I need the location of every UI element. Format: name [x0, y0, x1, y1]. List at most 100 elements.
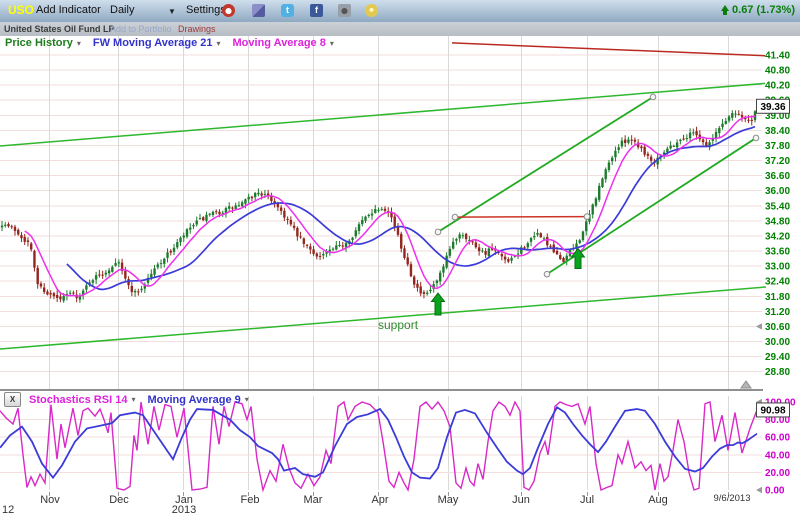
month-label: May	[438, 494, 459, 506]
timeframe-caret-icon[interactable]: ▼	[168, 7, 176, 16]
price-history-dropdown[interactable]: Price History ▾	[5, 37, 81, 49]
dropdown-caret-icon[interactable]: ▾	[131, 395, 136, 404]
svg-text:34.20: 34.20	[765, 231, 790, 242]
dropdown-caret-icon[interactable]: ▾	[244, 395, 249, 404]
dropdown-caret-icon[interactable]: ▾	[329, 38, 334, 48]
top-toolbar: USO Add Indicator Daily ▼ Settings t f 0…	[0, 0, 800, 23]
trendline-lower-channel[interactable]	[0, 286, 767, 350]
panel-resize-handle-icon[interactable]	[740, 380, 752, 389]
month-label: Aug	[648, 494, 668, 506]
svg-text:39.36: 39.36	[760, 102, 785, 113]
settings-button[interactable]: Settings	[186, 4, 226, 16]
ma8-dropdown[interactable]: Moving Average 8 ▾	[233, 37, 334, 49]
panel-divider[interactable]	[0, 389, 763, 391]
svg-text:37.20: 37.20	[765, 156, 790, 167]
change-text: 0.67 (1.73%)	[732, 4, 795, 16]
stoch-ma-line	[0, 405, 758, 480]
add-indicator-button[interactable]: Add Indicator	[36, 4, 101, 16]
add-to-portfolio-link[interactable]: Add to Portfolio	[110, 24, 172, 34]
symbol-box[interactable]: USO	[8, 3, 35, 17]
month-label: Apr	[371, 494, 388, 506]
svg-text:41.40: 41.40	[765, 51, 790, 62]
month-label: Mar	[304, 494, 323, 506]
ma21-line[interactable]	[66, 125, 756, 291]
trendline-uptrend-outer[interactable]	[546, 137, 757, 275]
trendline-resistance[interactable]	[454, 215, 588, 218]
svg-text:40.80: 40.80	[765, 66, 790, 77]
drawings-link[interactable]: Drawings	[178, 24, 216, 34]
svg-text:20.00: 20.00	[765, 468, 790, 479]
svg-text:35.40: 35.40	[765, 201, 790, 212]
svg-text:31.20: 31.20	[765, 307, 790, 318]
ma8-label: Moving Average 8	[232, 37, 326, 49]
month-label: Feb	[241, 494, 260, 506]
dropdown-caret-icon[interactable]: ▾	[216, 38, 221, 48]
axis-marker-icon	[756, 323, 762, 330]
trendline-uptrend-inner[interactable]	[437, 96, 654, 233]
svg-text:32.40: 32.40	[765, 277, 790, 288]
change-indicator: 0.67 (1.73%)	[721, 4, 795, 16]
svg-text:36.60: 36.60	[765, 171, 790, 182]
twitter-icon[interactable]: t	[281, 4, 294, 17]
axis-marker-icon	[756, 486, 762, 494]
stoch-rsi-label: Stochastics RSI 14	[29, 393, 128, 406]
indicator-legend-bar: Price History ▾ FW Moving Average 21 ▾ M…	[5, 37, 346, 49]
support-annotation[interactable]: support	[378, 318, 419, 332]
chart-canvas[interactable]: 41.4040.8040.2039.6039.0038.4037.8037.20…	[0, 36, 800, 516]
up-arrow-annotation[interactable]	[570, 247, 586, 270]
stoch-ma-label: Moving Average 9	[147, 393, 241, 406]
ma21-label: FW Moving Average 21	[92, 37, 213, 49]
svg-text:30.00: 30.00	[765, 337, 790, 348]
svg-text:80.00: 80.00	[765, 415, 790, 426]
cube-icon[interactable]	[252, 4, 265, 17]
svg-text:31.80: 31.80	[765, 292, 790, 303]
last-date-label: 9/6/2013	[714, 493, 751, 504]
month-label: Jun	[512, 494, 530, 506]
svg-text:30.60: 30.60	[765, 322, 790, 333]
trendline-upper-channel[interactable]	[0, 82, 766, 147]
svg-text:0.00: 0.00	[765, 486, 785, 497]
month-label: Dec	[109, 494, 129, 506]
month-label: Jul	[580, 494, 594, 506]
svg-text:39.00: 39.00	[765, 111, 790, 122]
svg-text:38.40: 38.40	[765, 126, 790, 137]
svg-text:40.20: 40.20	[765, 81, 790, 92]
camera-icon[interactable]	[338, 4, 351, 17]
month-label: Nov	[40, 494, 60, 506]
svg-text:60.00: 60.00	[765, 433, 790, 444]
stoch-rsi-dropdown[interactable]: Stochastics RSI 14 ▾	[29, 394, 135, 406]
ma8-line[interactable]	[24, 115, 756, 297]
stoch-panel-header: X Stochastics RSI 14 ▾ Moving Average 9 …	[4, 392, 261, 407]
svg-text:40.00: 40.00	[765, 450, 790, 461]
year-label: 2013	[172, 504, 196, 516]
timeframe-select[interactable]: Daily	[110, 4, 135, 16]
up-arrow-annotation[interactable]	[430, 292, 446, 316]
svg-text:28.80: 28.80	[765, 367, 790, 378]
alarm-icon[interactable]	[222, 4, 235, 17]
svg-text:33.00: 33.00	[765, 262, 790, 273]
last-price-badge	[756, 98, 790, 114]
ma21-dropdown[interactable]: FW Moving Average 21 ▾	[93, 37, 221, 49]
svg-text:37.80: 37.80	[765, 141, 790, 152]
sub-toolbar: United States Oil Fund LP Add to Portfol…	[0, 22, 800, 36]
stoch-ma-dropdown[interactable]: Moving Average 9 ▾	[147, 394, 248, 406]
bulb-icon[interactable]	[365, 4, 378, 17]
stoch-value-badge	[756, 402, 790, 418]
year-label: 12	[2, 504, 14, 516]
month-label: Jan	[175, 494, 193, 506]
svg-text:29.40: 29.40	[765, 352, 790, 363]
svg-text:34.80: 34.80	[765, 216, 790, 227]
up-arrow-icon	[721, 5, 730, 15]
close-indicator-button[interactable]: X	[4, 392, 21, 407]
dropdown-caret-icon[interactable]: ▾	[76, 38, 81, 48]
candles-layer	[0, 110, 757, 303]
trendline-upper-resistance[interactable]	[451, 42, 766, 57]
fund-name: United States Oil Fund LP	[4, 24, 115, 34]
facebook-icon[interactable]: f	[310, 4, 323, 17]
price-history-label: Price History	[5, 37, 73, 49]
svg-text:90.98: 90.98	[760, 405, 785, 416]
svg-text:33.60: 33.60	[765, 247, 790, 258]
stoch-rsi-line	[0, 400, 758, 493]
svg-text:36.00: 36.00	[765, 186, 790, 197]
